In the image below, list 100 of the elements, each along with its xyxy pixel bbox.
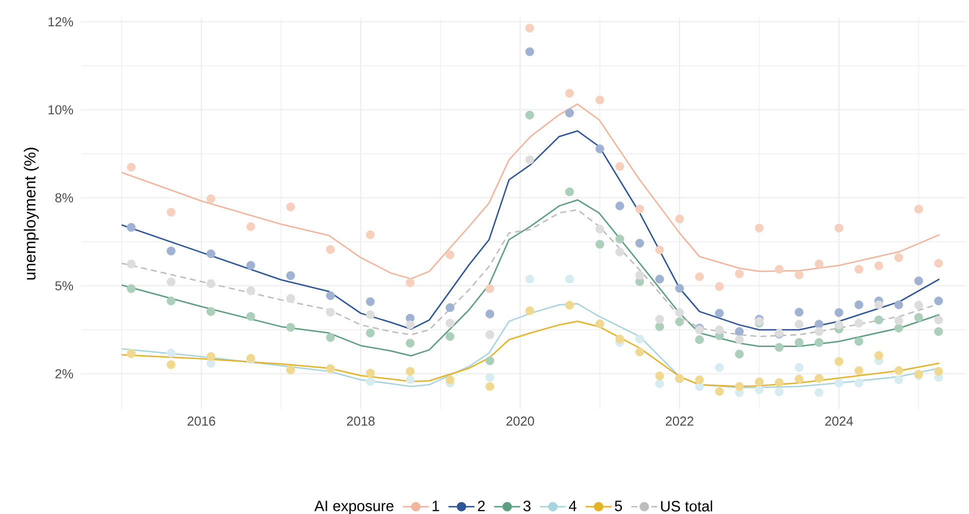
point xyxy=(595,240,604,249)
point xyxy=(734,335,744,344)
point xyxy=(485,372,494,382)
point xyxy=(525,306,534,316)
point xyxy=(615,162,624,171)
point xyxy=(446,332,454,341)
point xyxy=(834,378,844,388)
point xyxy=(326,245,335,254)
point xyxy=(366,368,375,378)
point xyxy=(206,352,216,361)
point xyxy=(854,300,864,310)
point xyxy=(126,284,136,294)
legend-label: 4 xyxy=(568,500,576,512)
y-tick-label: 5% xyxy=(55,281,74,290)
point xyxy=(715,363,724,372)
point xyxy=(814,260,824,268)
point xyxy=(166,296,176,306)
point xyxy=(934,258,943,268)
point xyxy=(446,375,454,384)
point xyxy=(525,110,534,120)
point xyxy=(615,248,624,256)
point xyxy=(734,382,744,391)
legend-label: 5 xyxy=(614,500,622,512)
legend-label: 3 xyxy=(523,500,531,512)
point xyxy=(655,314,664,324)
point xyxy=(206,249,216,258)
point xyxy=(485,382,494,391)
point xyxy=(894,316,904,326)
point xyxy=(894,324,904,332)
point xyxy=(126,260,136,268)
point xyxy=(934,327,943,336)
point xyxy=(715,282,724,291)
point xyxy=(595,224,604,234)
point xyxy=(754,385,764,394)
point xyxy=(934,316,943,324)
point xyxy=(406,320,415,330)
point xyxy=(595,144,604,154)
point xyxy=(206,194,216,204)
point xyxy=(675,214,684,224)
point xyxy=(485,284,494,294)
point xyxy=(366,230,375,240)
y-tick-label: 8% xyxy=(55,193,74,202)
point xyxy=(794,308,804,317)
point xyxy=(655,379,664,388)
point xyxy=(914,276,924,286)
point xyxy=(695,375,704,384)
point xyxy=(814,327,824,336)
point xyxy=(934,366,943,376)
point xyxy=(406,278,415,288)
point xyxy=(326,333,335,342)
point xyxy=(675,284,684,293)
point xyxy=(366,377,375,386)
point xyxy=(525,47,534,56)
point xyxy=(934,296,943,306)
point xyxy=(126,222,136,232)
point xyxy=(854,318,864,328)
point xyxy=(206,279,216,288)
point xyxy=(326,291,335,300)
point xyxy=(485,330,494,340)
point xyxy=(814,388,824,397)
point xyxy=(715,387,724,396)
point xyxy=(286,202,296,212)
y-tick-label: 12% xyxy=(48,17,74,26)
point xyxy=(695,335,704,344)
point xyxy=(655,372,664,380)
legend-label: US total xyxy=(661,500,712,512)
point xyxy=(565,88,574,98)
point xyxy=(635,270,644,280)
y-tick-label: 2% xyxy=(55,369,74,378)
point xyxy=(734,269,744,278)
point xyxy=(246,286,256,296)
point xyxy=(914,313,924,322)
point xyxy=(326,308,335,317)
point xyxy=(166,360,176,370)
point xyxy=(854,264,864,274)
point xyxy=(615,234,624,244)
legend-title: AI exposure xyxy=(314,500,394,514)
point xyxy=(715,325,724,334)
point xyxy=(754,377,764,386)
point xyxy=(794,320,804,329)
point xyxy=(774,343,784,352)
point xyxy=(894,300,904,310)
point xyxy=(894,375,904,384)
point xyxy=(485,356,494,366)
point xyxy=(754,224,764,232)
point xyxy=(615,334,624,344)
x-tick-label: 2016 xyxy=(188,416,216,426)
point xyxy=(774,264,784,274)
point xyxy=(834,308,844,317)
point xyxy=(655,322,664,332)
point xyxy=(695,272,704,282)
line-series xyxy=(120,130,940,330)
point xyxy=(406,375,415,384)
point xyxy=(565,300,574,310)
legend-label: 2 xyxy=(478,500,485,512)
legend-label: 1 xyxy=(432,500,440,512)
point xyxy=(525,24,534,33)
point xyxy=(126,162,136,172)
point xyxy=(595,319,604,328)
point xyxy=(914,300,924,310)
